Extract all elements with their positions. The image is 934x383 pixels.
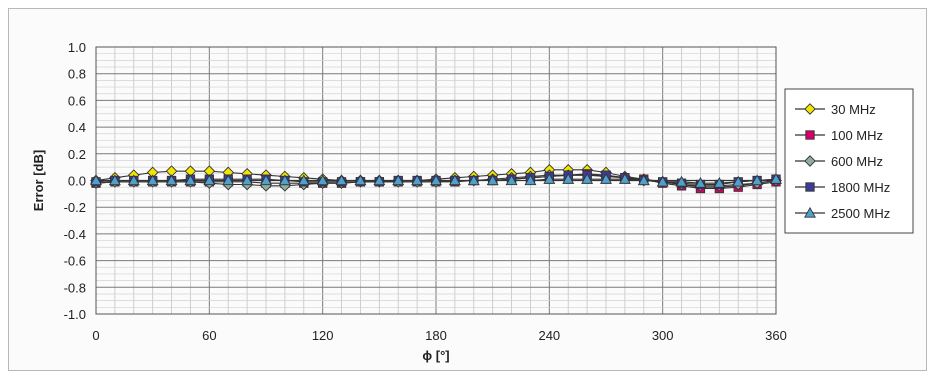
y-tick-label: -0.8 [64, 280, 86, 295]
data-point [618, 173, 631, 184]
data-point [581, 173, 594, 184]
data-point [165, 174, 178, 186]
data-point [656, 175, 669, 187]
legend-label: 600 MHz [831, 154, 883, 169]
data-point [297, 174, 310, 186]
data-point [486, 174, 499, 186]
x-tick-label: 360 [765, 328, 787, 343]
data-point [90, 174, 102, 186]
tick-labels: 0 60 120 180 240 300 360 1.0 0.8 0.6 0.4 0.2 0.0 -0.2… [64, 40, 787, 343]
y-tick-label: -0.4 [64, 227, 86, 242]
data-point [316, 174, 329, 186]
y-tick-label: -1.0 [64, 307, 86, 322]
data-point [600, 173, 612, 184]
x-tick-label: 120 [312, 328, 334, 343]
legend-label: 1800 MHz [831, 180, 890, 195]
y-tick-label: 0.4 [68, 120, 86, 135]
legend-label: 30 MHz [831, 102, 876, 117]
y-tick-label: -0.6 [64, 254, 86, 269]
data-point [430, 174, 442, 186]
data-point [411, 174, 424, 186]
data-point [770, 173, 782, 184]
x-tick-label: 300 [652, 328, 674, 343]
data-point [278, 174, 291, 186]
legend-marker [805, 130, 815, 140]
legend-item: 600 MHz [795, 154, 883, 169]
y-tick-label: 0.0 [68, 174, 86, 189]
x-axis-title: ϕ [°] [422, 348, 449, 363]
x-tick-label: 240 [538, 328, 560, 343]
legend-label: 2500 MHz [831, 206, 890, 221]
data-point [732, 175, 745, 187]
legend-marker [804, 206, 816, 218]
legend-marker [804, 103, 816, 115]
series-2500-mhz [90, 173, 782, 188]
y-axis-title: Error [dB] [31, 150, 46, 211]
legend-marker [804, 155, 816, 167]
legend-item: 30 MHz [795, 102, 876, 117]
data-point [694, 177, 707, 188]
data-point [637, 174, 650, 186]
y-tick-label: -0.2 [64, 200, 86, 215]
data-point [562, 173, 575, 184]
data-point [335, 174, 348, 186]
y-tick-label: 1.0 [68, 40, 86, 55]
data-point [146, 174, 159, 186]
x-tick-label: 180 [425, 328, 447, 343]
y-tick-label: 0.6 [68, 93, 86, 108]
legend-item: 1800 MHz [795, 180, 890, 195]
data-point [467, 174, 480, 186]
legend-label: 100 MHz [831, 128, 883, 143]
data-point [203, 174, 216, 186]
data-point [448, 174, 461, 186]
chart-figure: 0 60 120 180 240 300 360 1.0 0.8 0.6 0.4 0.2 0.0 -0.2… [8, 8, 927, 371]
legend-marker [805, 182, 815, 192]
data-point [260, 174, 272, 186]
chart-svg: 0 60 120 180 240 300 360 1.0 0.8 0.6 0.4 0.2 0.0 -0.2… [31, 40, 914, 363]
data-point [373, 174, 386, 186]
x-tick-label: 0 [92, 328, 99, 343]
data-point [675, 175, 688, 187]
data-point [127, 174, 140, 186]
y-tick-label: 0.8 [68, 67, 86, 82]
data-point [354, 174, 367, 186]
data-point [184, 174, 197, 186]
x-tick-label: 60 [202, 328, 216, 343]
data-point [751, 174, 764, 186]
data-point [713, 177, 726, 188]
data-point [524, 174, 537, 186]
data-point [241, 174, 254, 186]
legend: 30 MHz 100 MHz 600 MHz 1800 MHz 2500 MHz [784, 88, 914, 234]
data-point [543, 173, 556, 184]
series-group [90, 163, 782, 194]
y-tick-label: 0.2 [68, 147, 86, 162]
legend-item: 100 MHz [795, 128, 883, 143]
data-point [392, 174, 405, 186]
data-point [108, 174, 121, 186]
data-point [222, 174, 235, 186]
legend-item: 2500 MHz [795, 206, 890, 221]
data-point [505, 174, 518, 186]
